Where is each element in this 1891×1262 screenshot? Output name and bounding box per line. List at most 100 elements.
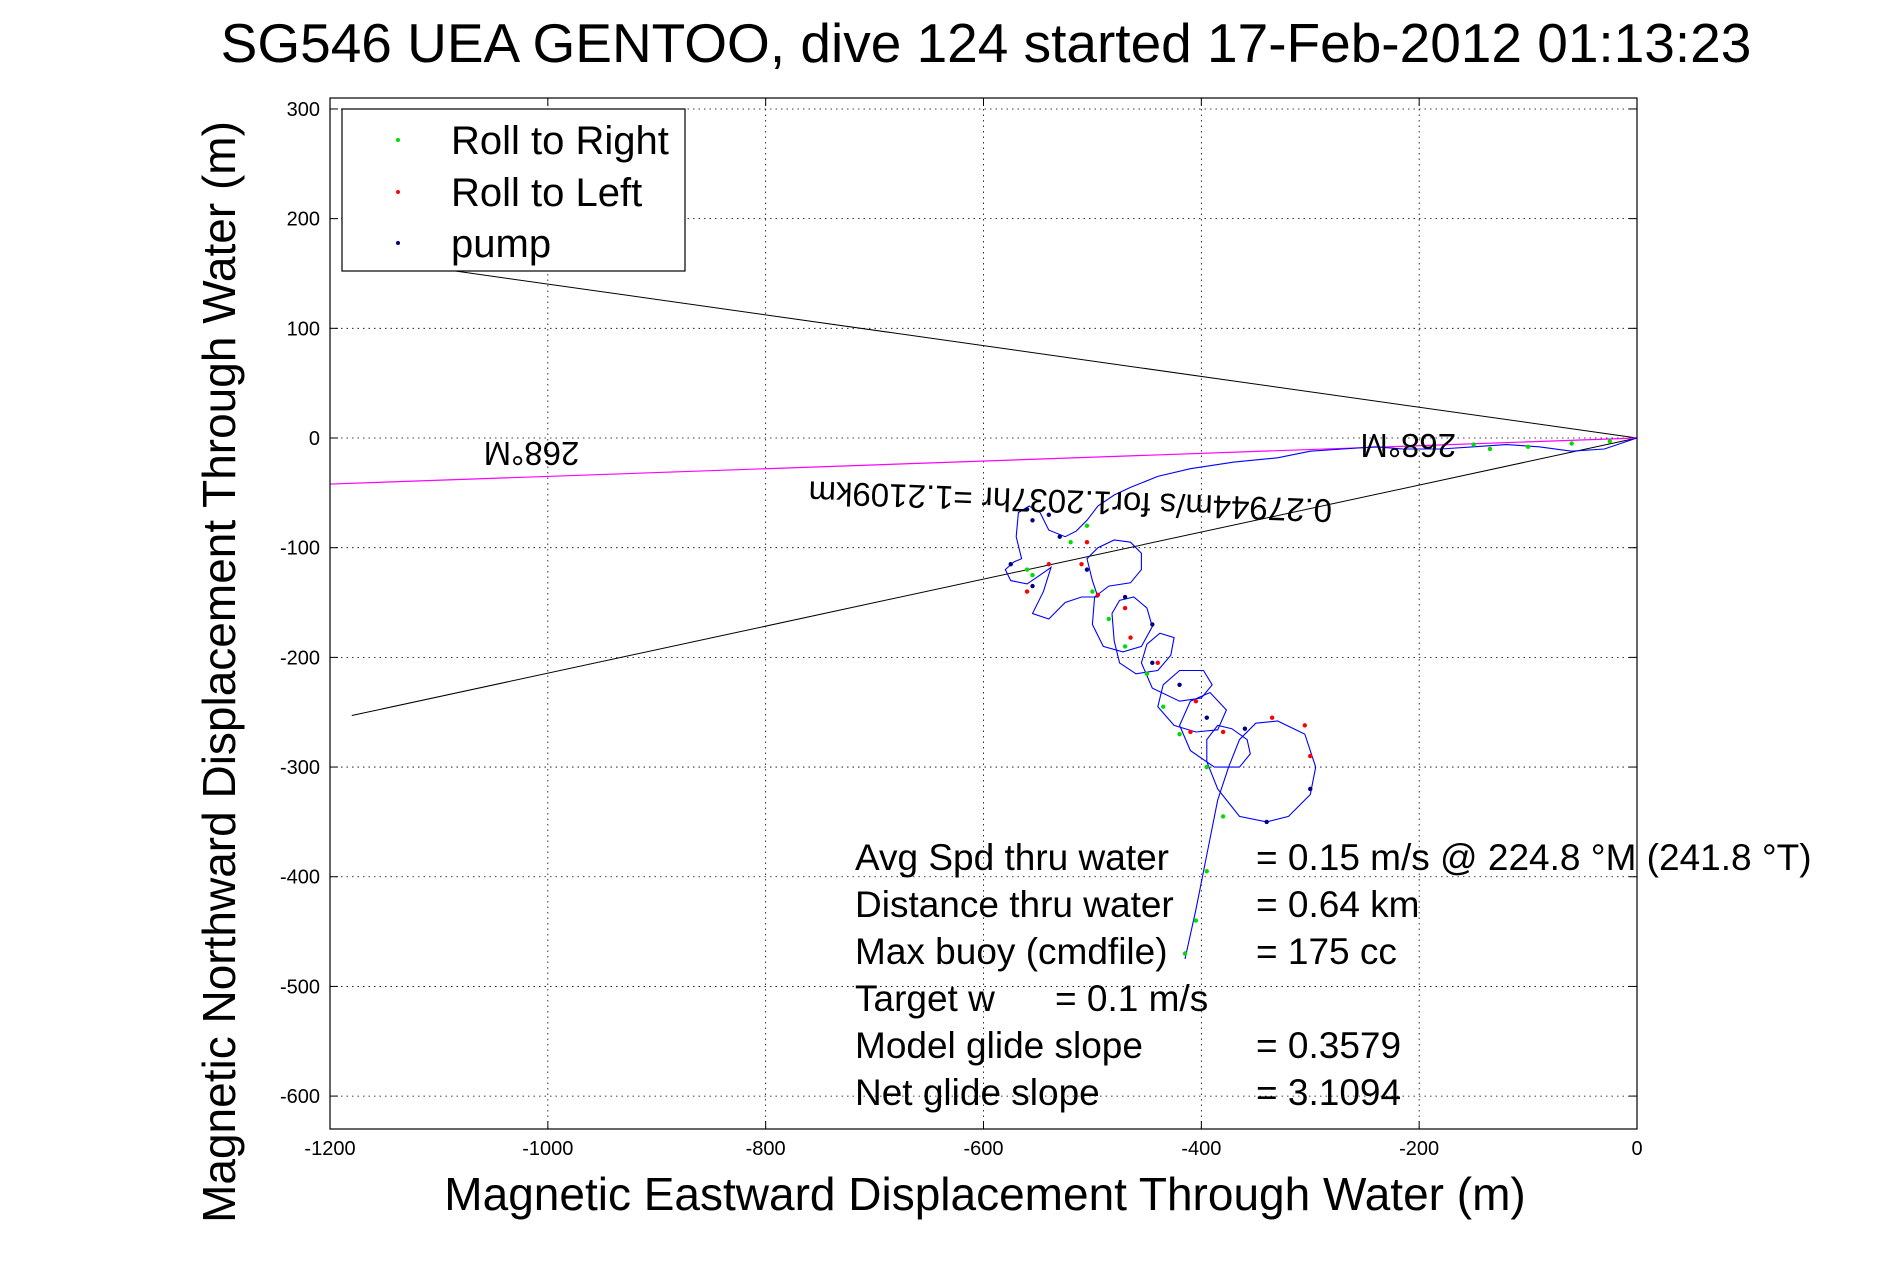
x-tick-label: -600: [963, 1138, 1003, 1160]
stats-block: Avg Spd thru water = 0.15 m/s @ 224.8 °M…: [855, 837, 1812, 1113]
stat-label-distance: Distance thru water: [855, 884, 1174, 925]
tick-labels: -1200 -1000 -800 -600 -400 -200 0-600-500-400-…: [280, 99, 1643, 1160]
stat-label-net-glide: Net glide slope: [855, 1072, 1100, 1113]
y-axis-title: Magnetic Northward Displacement Through …: [193, 121, 245, 1223]
pump-marker: [1308, 786, 1313, 792]
roll-to-right-marker: [1106, 616, 1111, 622]
roll-to-right-marker: [1090, 589, 1095, 594]
pump-marker: [1008, 561, 1013, 567]
stat-value-net-glide: = 3.1094: [1256, 1072, 1401, 1113]
roll-to-left-marker: [1220, 729, 1226, 735]
pump-marker: [1204, 715, 1209, 720]
stat-label-avg-speed: Avg Spd thru water: [855, 837, 1169, 878]
roll-to-right-marker: [1204, 869, 1209, 874]
pump-marker: [1084, 567, 1090, 572]
y-tick-label: -100: [280, 538, 320, 560]
pump-marker: [1030, 518, 1035, 523]
pump-marker: [1242, 726, 1248, 731]
roll-to-right-marker: [1204, 764, 1209, 770]
pump-marker: [1046, 512, 1052, 517]
roll-to-left-marker: [1046, 561, 1052, 567]
chart-title: SG546 UEA GENTOO, dive 124 started 17-Fe…: [221, 12, 1752, 74]
stat-value-avg-speed: = 0.15 m/s @ 224.8 °M (241.8 °T): [1256, 837, 1812, 878]
heading-line: [329, 437, 1638, 485]
roll-to-right-marker: [1068, 540, 1073, 545]
roll-to-left-marker: [1188, 729, 1193, 735]
x-tick-label: -1200: [304, 1138, 355, 1160]
roll-to-left-marker: [1024, 589, 1030, 594]
stat-label-model-glide: Model glide slope: [855, 1025, 1143, 1066]
roll-to-right-marker: [1471, 442, 1476, 447]
roll-to-left-marker: [1084, 540, 1090, 545]
y-tick-label: -600: [280, 1086, 320, 1108]
roll-to-right-marker: [1177, 731, 1182, 737]
x-tick-label: -1000: [522, 1138, 573, 1160]
pump-marker: [1264, 819, 1269, 825]
roll-to-left-marker: [1308, 753, 1313, 759]
roll-to-left-marker: [1269, 715, 1275, 720]
roll-to-right-marker: [1193, 918, 1199, 923]
roll-to-right-marker: [1487, 446, 1493, 452]
y-tick-label: 100: [287, 318, 320, 340]
roll-to-right-marker: [1144, 671, 1150, 677]
pump-marker: [1030, 583, 1035, 589]
y-tick-label: -500: [280, 976, 320, 998]
roll-to-left-marker: [1193, 699, 1199, 704]
reference-lines: [329, 262, 1638, 716]
roll-to-left-marker: [1122, 605, 1128, 611]
roll-to-right-marker: [1161, 704, 1166, 709]
y-tick-label: -400: [280, 867, 320, 889]
pump-marker: [1024, 507, 1030, 512]
roll-to-right-marker: [1084, 523, 1090, 528]
stat-value-max-buoy: = 175 cc: [1256, 931, 1397, 972]
pump-marker: [1122, 594, 1128, 600]
legend-label-pump: pump: [451, 222, 551, 266]
x-tick-label: -400: [1181, 1138, 1221, 1160]
y-tick-label: -200: [280, 647, 320, 669]
roll-to-left-marker: [1302, 723, 1308, 728]
legend: Roll to Right Roll to Left pump: [341, 108, 686, 272]
roll-to-right-marker: [1122, 644, 1128, 649]
roll-to-right-marker: [1024, 567, 1030, 572]
glider-track: [1004, 437, 1638, 960]
legend-marker-roll-left: [396, 190, 400, 194]
plot-frame: [329, 97, 1638, 1130]
stat-label-max-buoy: Max buoy (cmdfile): [855, 931, 1168, 972]
pump-marker: [1150, 622, 1155, 627]
roll-to-right-marker: [1525, 444, 1531, 449]
legend-label-roll-right: Roll to Right: [451, 119, 669, 163]
x-axis-title: Magnetic Eastward Displacement Through W…: [444, 1168, 1525, 1220]
pump-marker: [1057, 534, 1062, 539]
roll-to-left-marker: [1079, 561, 1084, 567]
stat-label-target-w: Target w: [855, 978, 995, 1019]
stat-value-target-w: = 0.1 m/s: [1055, 978, 1208, 1019]
legend-marker-pump: [396, 241, 400, 245]
roll-to-right-marker: [1182, 951, 1188, 956]
legend-marker-roll-right: [396, 138, 400, 142]
heading-mark-left: 268°M: [484, 435, 580, 472]
roll-to-left-marker: [1155, 660, 1160, 666]
stat-value-model-glide: = 0.3579: [1256, 1025, 1401, 1066]
pump-marker: [1177, 682, 1182, 687]
stat-value-distance: = 0.64 km: [1256, 884, 1420, 925]
x-tick-label: -200: [1399, 1138, 1439, 1160]
cone-line: [395, 262, 1638, 439]
pump-marker: [1150, 660, 1155, 666]
y-tick-label: -300: [280, 757, 320, 779]
legend-label-roll-left: Roll to Left: [451, 171, 642, 215]
roll-to-right-marker: [1030, 572, 1035, 578]
cone-line: [351, 437, 1638, 716]
roll-to-right-marker: [1569, 441, 1574, 446]
roll-to-right-marker: [1220, 814, 1226, 819]
ticks: [329, 98, 1638, 1129]
y-tick-label: 200: [287, 209, 320, 231]
x-tick-label: 0: [1631, 1138, 1642, 1160]
roll-to-left-marker: [1095, 592, 1101, 598]
roll-to-right-marker: [1607, 439, 1612, 444]
y-tick-label: 0: [309, 428, 320, 450]
roll-to-left-marker: [1128, 635, 1133, 640]
x-tick-label: -800: [746, 1138, 786, 1160]
roll-markers: [1008, 439, 1612, 956]
track-path: [1004, 437, 1638, 960]
